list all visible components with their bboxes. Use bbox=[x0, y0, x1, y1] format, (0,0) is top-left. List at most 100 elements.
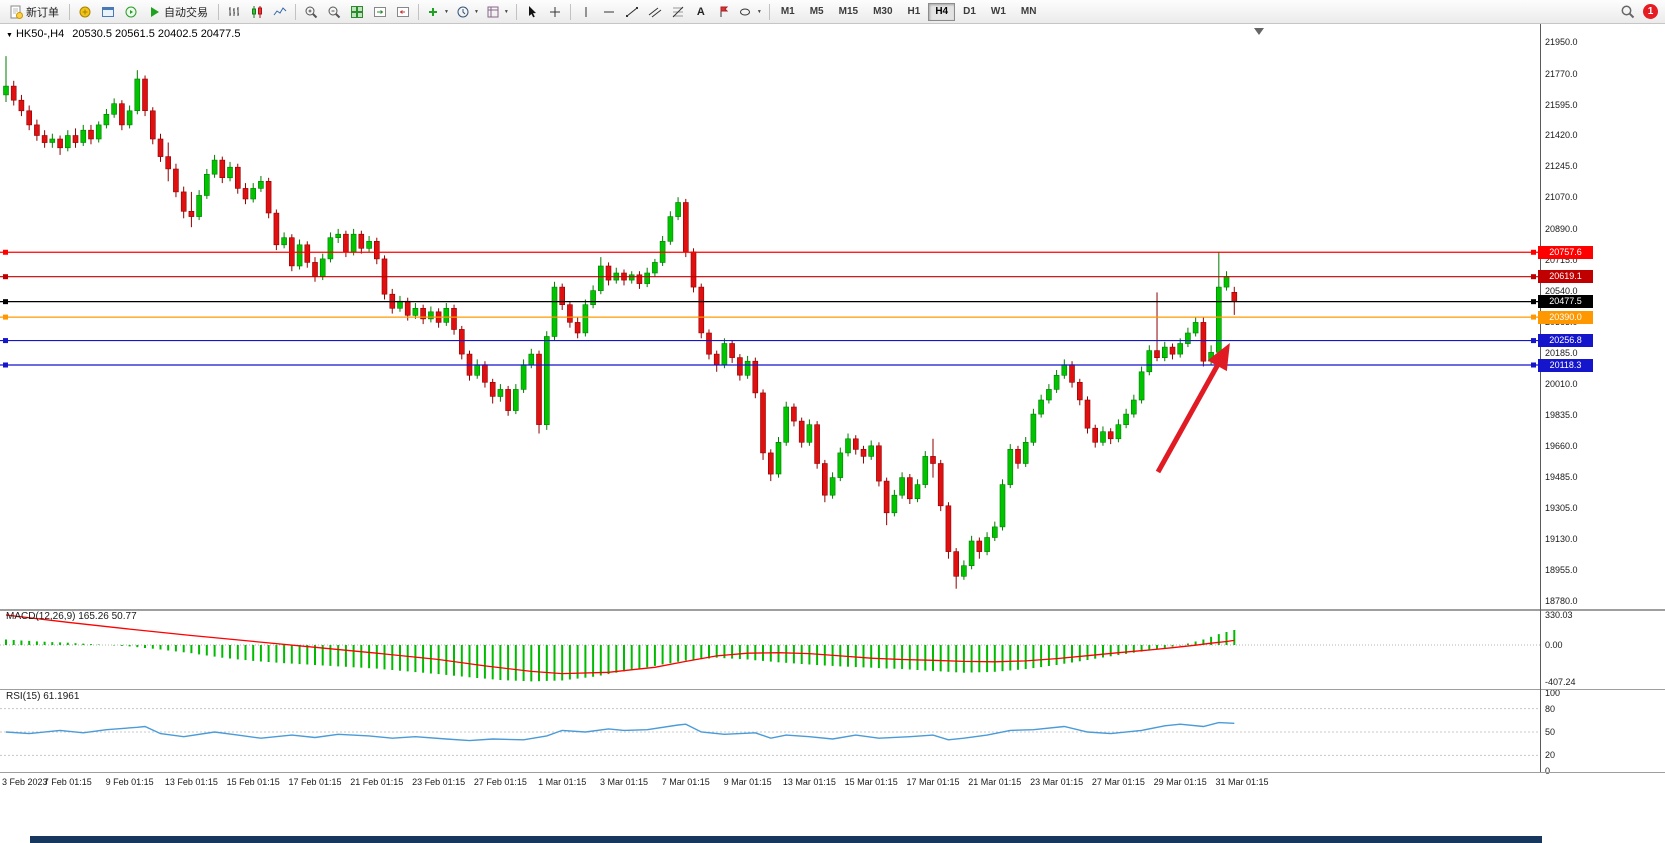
timeframe-M5[interactable]: M5 bbox=[803, 3, 831, 21]
annotation-arrow[interactable] bbox=[1155, 343, 1230, 474]
shapes-tool-button[interactable]: ▼ bbox=[736, 2, 765, 22]
auto-scroll-icon bbox=[373, 5, 387, 19]
level-handle[interactable] bbox=[1531, 314, 1536, 320]
axis-tick-label: 80 bbox=[1545, 703, 1556, 714]
channel-icon bbox=[648, 5, 662, 19]
timeframe-H1[interactable]: H1 bbox=[901, 3, 928, 21]
label-tool-button[interactable] bbox=[713, 2, 735, 22]
chart-shift-button[interactable] bbox=[392, 2, 414, 22]
cursor-button[interactable] bbox=[521, 2, 543, 22]
time-axis-label: 7 Feb 01:15 bbox=[43, 777, 92, 787]
toolbar-separator bbox=[69, 3, 70, 20]
notification-badge[interactable]: 1 bbox=[1643, 4, 1658, 19]
level-handle[interactable] bbox=[1531, 249, 1536, 255]
axis-tick-label: 18780.0 bbox=[1545, 596, 1578, 606]
vertical-line-tool-button[interactable] bbox=[575, 2, 597, 22]
level-handle[interactable] bbox=[3, 362, 8, 368]
time-axis-label: 31 Mar 01:15 bbox=[1215, 777, 1269, 787]
periods-button[interactable]: ▼ bbox=[453, 2, 482, 22]
macd-signal-line bbox=[5, 614, 1235, 675]
time-axis-label: 9 Mar 01:15 bbox=[723, 777, 772, 787]
price-level-label[interactable]: 20256.8 bbox=[1538, 334, 1593, 348]
candlestick-chart-button[interactable] bbox=[246, 2, 268, 22]
axis-tick-label: 0.00 bbox=[1545, 640, 1563, 650]
trendline-tool-button[interactable] bbox=[621, 2, 643, 22]
symbol-collapse-icon: ▼ bbox=[6, 32, 13, 39]
channel-tool-button[interactable] bbox=[644, 2, 666, 22]
level-handle[interactable] bbox=[3, 314, 8, 320]
bar-chart-button[interactable] bbox=[223, 2, 245, 22]
timeframe-D1[interactable]: D1 bbox=[956, 3, 983, 21]
price-level-label[interactable]: 20757.6 bbox=[1538, 245, 1593, 259]
axis-tick-label: 21950.0 bbox=[1545, 37, 1578, 47]
chart-shift-marker[interactable] bbox=[1254, 28, 1264, 35]
data-window-icon bbox=[101, 5, 115, 19]
templates-button[interactable]: ▼ bbox=[483, 2, 512, 22]
axis-tick-label: 21420.0 bbox=[1545, 130, 1578, 141]
axis-tick-label: 19660.0 bbox=[1545, 440, 1578, 451]
zoom-in-button[interactable] bbox=[300, 2, 322, 22]
level-handle[interactable] bbox=[1531, 299, 1536, 305]
timeframe-H4[interactable]: H4 bbox=[928, 2, 956, 21]
time-axis-label: 3 Mar 01:15 bbox=[599, 777, 649, 787]
timeframe-W1[interactable]: W1 bbox=[984, 3, 1013, 21]
text-tool-button[interactable]: A bbox=[690, 2, 712, 22]
axis-tick-label: 100 bbox=[1545, 688, 1561, 698]
time-axis-label: 27 Feb 01:15 bbox=[473, 777, 527, 787]
pane-separator-rsi[interactable] bbox=[0, 689, 1665, 690]
price-level-label[interactable]: 20477.5 bbox=[1538, 295, 1593, 309]
timeframe-MN[interactable]: MN bbox=[1014, 3, 1044, 21]
search-button[interactable] bbox=[1617, 2, 1639, 22]
level-handle[interactable] bbox=[3, 249, 8, 255]
price-chart-canvas[interactable] bbox=[0, 24, 1665, 843]
level-handle[interactable] bbox=[3, 299, 8, 305]
zoom-out-button[interactable] bbox=[323, 2, 345, 22]
fibonacci-tool-button[interactable] bbox=[667, 2, 689, 22]
search-icon bbox=[1620, 4, 1636, 20]
timeframe-M1[interactable]: M1 bbox=[774, 3, 802, 21]
level-handle[interactable] bbox=[3, 338, 8, 344]
vertical-line-icon bbox=[579, 5, 593, 19]
axis-tick-label: 20185.0 bbox=[1545, 348, 1578, 359]
level-handle[interactable] bbox=[3, 274, 8, 280]
axis-tick-label: 21245.0 bbox=[1545, 161, 1578, 172]
axis-tick-label: 21070.0 bbox=[1545, 192, 1578, 203]
chart-window[interactable]: ▼ HK50-,H4 20530.5 20561.5 20402.5 20477.5… bbox=[0, 24, 1665, 843]
price-axis[interactable]: 21950.0 21770.0 21595.0 21420.0 21245.0 21070… bbox=[1540, 24, 1665, 790]
axis-tick-label: 19305.0 bbox=[1545, 503, 1578, 514]
crosshair-icon bbox=[548, 5, 562, 19]
toolbar-separator bbox=[295, 3, 296, 20]
strategy-tester-button[interactable] bbox=[120, 2, 142, 22]
price-level-label[interactable]: 20390.0 bbox=[1538, 310, 1593, 324]
axis-tick-label: 330.03 bbox=[1545, 610, 1573, 620]
price-level-label[interactable]: 20118.3 bbox=[1538, 358, 1593, 372]
crosshair-button[interactable] bbox=[544, 2, 566, 22]
axis-tick-label: 19130.0 bbox=[1545, 534, 1578, 545]
axis-tick-label: 20010.0 bbox=[1545, 379, 1578, 390]
timeframe-M15[interactable]: M15 bbox=[832, 3, 865, 21]
new-order-icon bbox=[9, 5, 23, 19]
time-axis-label: 15 Feb 01:15 bbox=[226, 777, 280, 787]
template-icon bbox=[486, 5, 500, 19]
pane-separator-macd[interactable] bbox=[0, 609, 1665, 611]
chart-ohlc-header: ▼ HK50-,H4 20530.5 20561.5 20402.5 20477.5 bbox=[6, 28, 240, 40]
market-wat ch-icon bbox=[78, 5, 92, 19]
timeframe-toolbar: M1 M5 M15 M30 H1 H4 D1 W1 MN bbox=[774, 2, 1044, 21]
auto-scroll-button[interactable] bbox=[369, 2, 391, 22]
time-axis[interactable]: 3 Feb 2023 7 Feb 01:15 9 Feb 01:15 13 Feb 0… bbox=[0, 772, 1540, 792]
time-axis-label: 23 Feb 01:15 bbox=[412, 777, 466, 787]
auto-trading-button[interactable]: 自动交易 bbox=[143, 2, 214, 22]
price-level-label[interactable]: 20619.1 bbox=[1538, 270, 1593, 284]
line-chart-button[interactable] bbox=[269, 2, 291, 22]
level-handle[interactable] bbox=[1531, 274, 1536, 280]
horizontal-line-tool-button[interactable] bbox=[598, 2, 620, 22]
new-order-button[interactable]: 新订单 bbox=[3, 2, 65, 22]
level-handle[interactable] bbox=[1531, 338, 1536, 344]
market-watch-button[interactable] bbox=[74, 2, 96, 22]
tile-windows-button[interactable] bbox=[346, 2, 368, 22]
horizontal-scrollbar[interactable] bbox=[30, 836, 1542, 843]
level-handle[interactable] bbox=[1531, 362, 1536, 368]
data-window-button[interactable] bbox=[97, 2, 119, 22]
timeframe-M30[interactable]: M30 bbox=[866, 3, 899, 21]
indicators-button[interactable]: ▼ bbox=[423, 2, 452, 22]
